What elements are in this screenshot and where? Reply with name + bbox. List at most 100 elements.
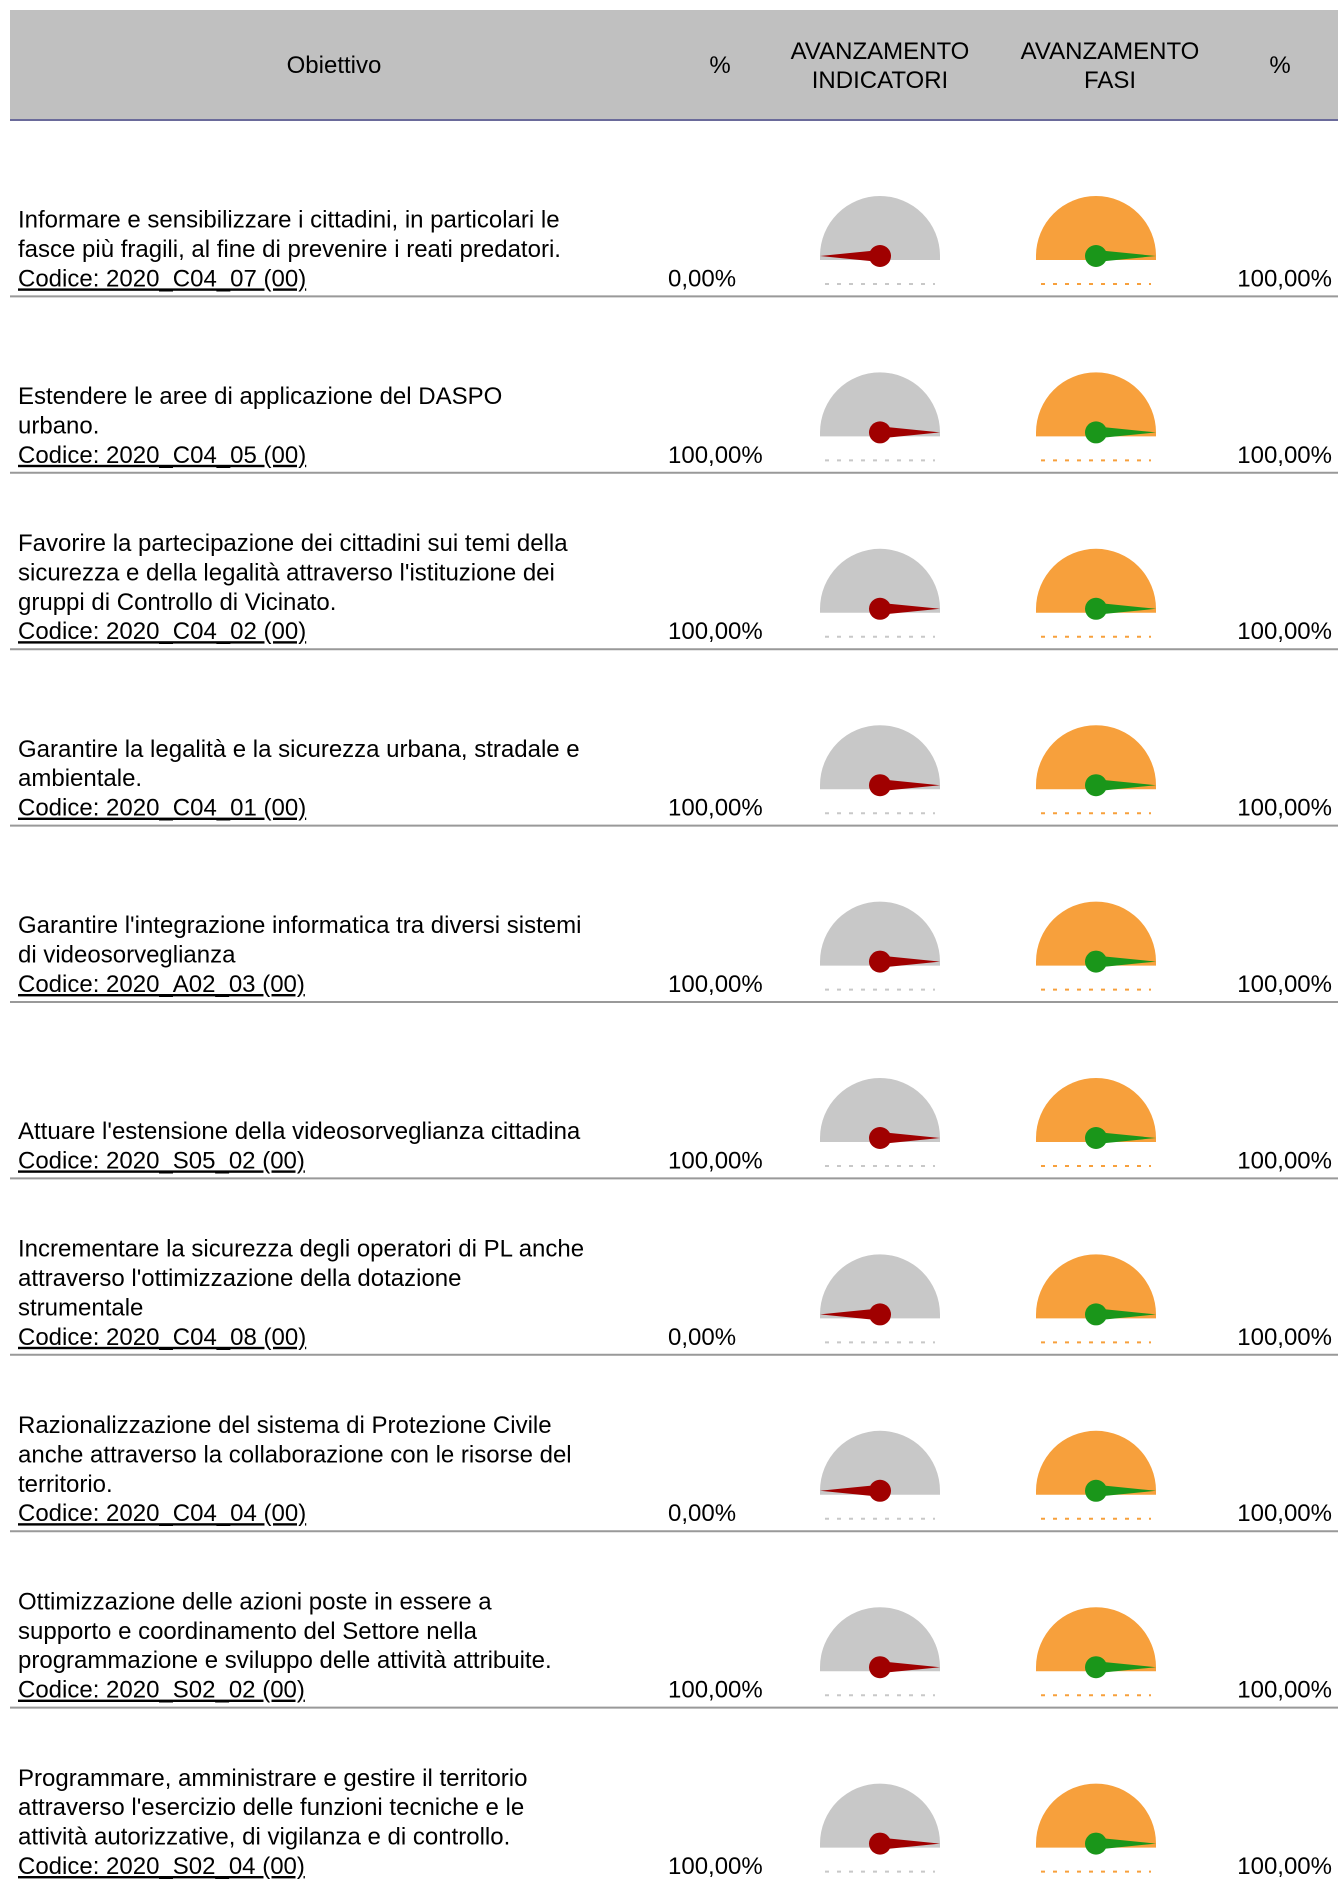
gauge-hub: [869, 1656, 891, 1679]
objective-text: attraverso l'ottimizzazione della dotazi…: [18, 1265, 461, 1292]
objective-code: Codice: 2020_S02_02 (00): [18, 1677, 305, 1704]
gauge-face: [1036, 1783, 1156, 1848]
gauge-face: [820, 372, 940, 437]
objective-text: anche attraverso la collaborazione con l…: [18, 1441, 572, 1468]
gauge-hub: [869, 1832, 891, 1855]
pct-indicators: 0,00%: [668, 1500, 736, 1527]
gauge-needle: [880, 1132, 940, 1144]
gauge-needle: [1096, 250, 1156, 262]
gauge-face: [820, 1430, 940, 1495]
gauge-needle: [1096, 1132, 1156, 1144]
gauge-hub: [869, 950, 891, 973]
objective-text: gruppi di Controllo di Vicinato.: [18, 589, 336, 616]
gauge-hub: [869, 245, 891, 267]
objective-text: Incrementare la sicurezza degli operator…: [18, 1236, 584, 1263]
objective-code: Codice: 2020_C04_04 (00): [18, 1500, 306, 1527]
header-indicators: AVANZAMENTO: [791, 38, 970, 65]
gauge-hub: [869, 774, 891, 797]
gauge-hub: [1085, 597, 1107, 620]
pct-indicators: 100,00%: [668, 618, 763, 645]
objective-text: Garantire la legalità e la sicurezza urb…: [18, 736, 580, 763]
gauge-face: [820, 196, 940, 260]
objective-text: Attuare l'estensione della videosorvegli…: [18, 1118, 581, 1145]
gauge-needle: [820, 1484, 880, 1497]
objective-text: attraverso l'esercizio delle funzioni te…: [18, 1794, 524, 1821]
objective-text: Informare e sensibilizzare i cittadini, …: [18, 207, 560, 234]
gauge-face: [820, 1078, 940, 1142]
gauge-hub: [1085, 245, 1107, 267]
pct-indicators: 100,00%: [668, 1677, 763, 1704]
gauge-face: [820, 725, 940, 790]
pct-phases: 100,00%: [1237, 795, 1332, 822]
gauge-needle: [1096, 426, 1156, 439]
gauge-face: [820, 901, 940, 966]
gauge-face: [1036, 1254, 1156, 1319]
gauge-face: [820, 1607, 940, 1672]
gauge-face: [1036, 725, 1156, 790]
pct-phases: 100,00%: [1237, 1677, 1332, 1704]
pct-phases: 100,00%: [1237, 265, 1332, 292]
gauge-hub: [869, 421, 891, 444]
pct-indicators: 0,00%: [668, 265, 736, 292]
pct-phases: 100,00%: [1237, 618, 1332, 645]
gauge-needle: [880, 426, 940, 439]
gauge-face: [820, 548, 940, 613]
pct-phases: 100,00%: [1237, 1324, 1332, 1351]
gauge-hub: [1085, 1656, 1107, 1679]
objective-text: attività autorizzative, di vigilanza e d…: [18, 1824, 510, 1851]
objective-text: Garantire l'integrazione informatica tra…: [18, 912, 581, 939]
objective-code: Codice: 2020_C04_05 (00): [18, 442, 306, 469]
pct-indicators: 100,00%: [668, 1147, 763, 1174]
objective-code: Codice: 2020_S02_04 (00): [18, 1853, 305, 1880]
gauge-needle: [880, 779, 940, 792]
objective-code: Codice: 2020_S05_02 (00): [18, 1147, 305, 1174]
gauge-hub: [869, 1127, 891, 1149]
objective-text: sicurezza e della legalità attraverso l'…: [18, 559, 555, 586]
objective-text: Favorire la partecipazione dei cittadini…: [18, 530, 568, 557]
objective-text: programmazione e sviluppo delle attività…: [18, 1647, 552, 1674]
objective-text: supporto e coordinamento del Settore nel…: [18, 1618, 478, 1645]
pct-phases: 100,00%: [1237, 971, 1332, 998]
gauge-hub: [1085, 421, 1107, 444]
gauge-needle: [1096, 1484, 1156, 1497]
header-pct: %: [1269, 52, 1290, 79]
pct-indicators: 100,00%: [668, 971, 763, 998]
gauge-needle: [1096, 1308, 1156, 1321]
objective-text: territorio.: [18, 1471, 113, 1498]
gauge-needle: [820, 1308, 880, 1321]
objective-code: Codice: 2020_C04_01 (00): [18, 795, 306, 822]
gauge-face: [1036, 901, 1156, 966]
objective-text: Programmare, amministrare e gestire il t…: [18, 1765, 527, 1792]
objective-text: ambientale.: [18, 765, 142, 792]
pct-phases: 100,00%: [1237, 1500, 1332, 1527]
gauge-needle: [820, 250, 880, 262]
header-phases: FASI: [1084, 67, 1136, 94]
pct-indicators: 100,00%: [668, 442, 763, 469]
gauge-hub: [1085, 950, 1107, 973]
objective-text: Estendere le aree di applicazione del DA…: [18, 383, 502, 410]
pct-indicators: 100,00%: [668, 1853, 763, 1880]
header-pct: %: [709, 52, 730, 79]
objective-text: Razionalizzazione del sistema di Protezi…: [18, 1412, 552, 1439]
gauge-face: [1036, 548, 1156, 613]
header-phases: AVANZAMENTO: [1021, 38, 1200, 65]
gauge-face: [1036, 1078, 1156, 1142]
gauge-hub: [1085, 774, 1107, 797]
objective-code: Codice: 2020_C04_02 (00): [18, 618, 306, 645]
gauge-hub: [1085, 1127, 1107, 1149]
pct-phases: 100,00%: [1237, 442, 1332, 469]
gauge-face: [1036, 1607, 1156, 1672]
objective-code: Codice: 2020_C04_07 (00): [18, 265, 306, 292]
gauge-needle: [1096, 779, 1156, 792]
objective-code: Codice: 2020_C04_08 (00): [18, 1324, 306, 1351]
gauge-hub: [869, 1303, 891, 1326]
gauge-needle: [1096, 602, 1156, 615]
gauge-hub: [1085, 1303, 1107, 1326]
gauge-face: [1036, 1430, 1156, 1495]
header-background: [10, 10, 1338, 120]
gauge-needle: [880, 1661, 940, 1674]
gauge-needle: [1096, 955, 1156, 968]
objective-code: Codice: 2020_A02_03 (00): [18, 971, 305, 998]
gauge-hub: [1085, 1479, 1107, 1502]
